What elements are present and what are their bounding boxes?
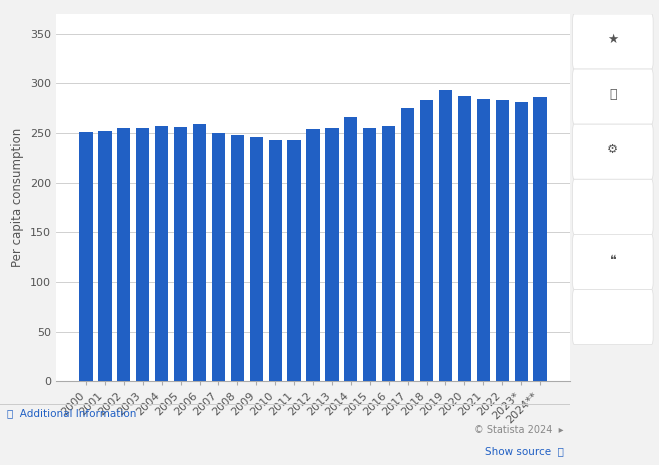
- FancyBboxPatch shape: [573, 14, 653, 69]
- Bar: [533, 97, 547, 381]
- Bar: [212, 133, 225, 381]
- Bar: [136, 128, 150, 381]
- Bar: [250, 137, 263, 381]
- Bar: [79, 132, 93, 381]
- Text: Show source  ⓘ: Show source ⓘ: [484, 445, 563, 456]
- Bar: [439, 90, 452, 381]
- Bar: [382, 126, 395, 381]
- Bar: [363, 128, 376, 381]
- Bar: [401, 108, 415, 381]
- Bar: [231, 135, 244, 381]
- Bar: [458, 96, 471, 381]
- Bar: [515, 102, 528, 381]
- FancyBboxPatch shape: [573, 69, 653, 124]
- Text: ⚙: ⚙: [607, 143, 619, 156]
- Text: ★: ★: [607, 33, 619, 46]
- FancyBboxPatch shape: [573, 179, 653, 234]
- Bar: [155, 126, 168, 381]
- Bar: [287, 140, 301, 381]
- Text: ⓘ  Additional Information: ⓘ Additional Information: [7, 408, 136, 418]
- Bar: [420, 100, 433, 381]
- Bar: [193, 124, 206, 381]
- FancyBboxPatch shape: [573, 289, 653, 345]
- Bar: [306, 129, 320, 381]
- Text: © Statista 2024  ▸: © Statista 2024 ▸: [474, 425, 563, 435]
- Bar: [174, 127, 187, 381]
- Y-axis label: Per capita consumption: Per capita consumption: [11, 128, 24, 267]
- Bar: [496, 100, 509, 381]
- Bar: [476, 100, 490, 381]
- Bar: [326, 128, 339, 381]
- FancyBboxPatch shape: [573, 124, 653, 179]
- Bar: [117, 128, 130, 381]
- Bar: [98, 131, 111, 381]
- Text: ❝: ❝: [610, 253, 616, 266]
- Bar: [269, 140, 282, 381]
- Bar: [344, 117, 357, 381]
- Text: 🔔: 🔔: [609, 88, 617, 101]
- FancyBboxPatch shape: [573, 234, 653, 289]
